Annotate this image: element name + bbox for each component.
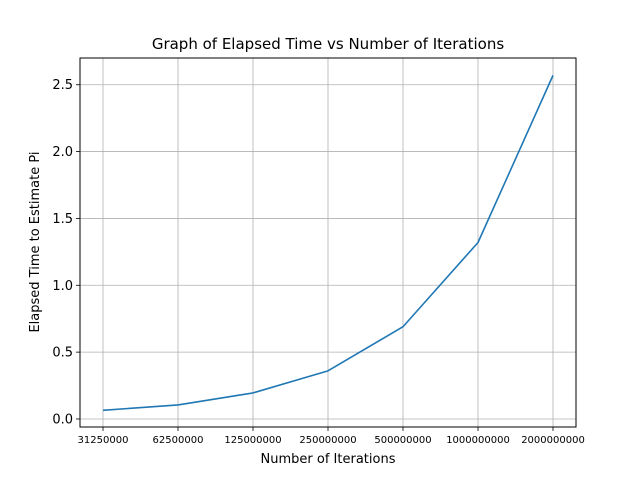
x-tick-label: 125000000	[224, 435, 281, 446]
axis-ticks: 31250000 62500000 125000000 250000000 500000…	[52, 78, 585, 446]
y-tick-label: 1.5	[52, 212, 73, 227]
x-tick-label: 250000000	[299, 435, 356, 446]
x-tick-label: 1000000000	[446, 435, 510, 446]
y-tick-label: 1.0	[52, 279, 73, 294]
x-tick-label: 31250000	[78, 435, 129, 446]
x-axis-title: Number of Iterations	[261, 452, 396, 467]
x-tick-label: 500000000	[374, 435, 431, 446]
chart-title: Graph of Elapsed Time vs Number of Itera…	[152, 35, 505, 53]
y-tick-label: 0.0	[52, 412, 73, 427]
x-tick-label: 62500000	[153, 435, 204, 446]
series-layer	[102, 75, 554, 412]
y-tick-label: 2.0	[52, 145, 73, 160]
y-axis-title: Elapsed Time to Estimate Pi	[28, 151, 43, 332]
y-tick-label: 0.5	[52, 346, 73, 361]
y-tick-label: 2.5	[52, 78, 73, 93]
x-tick-label: 2000000000	[521, 435, 585, 446]
plot-frame	[79, 57, 577, 428]
